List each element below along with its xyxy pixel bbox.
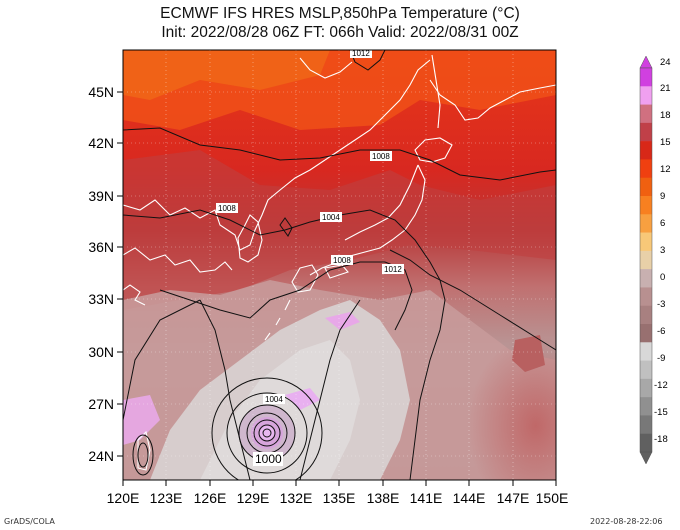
colorbar-label: -12 (654, 380, 668, 391)
lat-label: 45N (88, 84, 114, 100)
colorbar-label: -15 (654, 407, 668, 418)
isobar-label: 1012 (384, 265, 402, 274)
lon-label: 138E (367, 490, 400, 506)
map-title-line1: ECMWF IFS HRES MSLP,850hPa Temperature (… (160, 5, 520, 22)
colorbar-swatch (640, 269, 652, 288)
colorbar-swatch (640, 214, 652, 233)
colorbar (639, 55, 653, 465)
footer-credit: GrADS/COLA (4, 517, 55, 526)
colorbar-label: 12 (660, 164, 671, 175)
lat-label: 27N (88, 396, 114, 412)
isobar-labels: 1012 1008 1008 1004 1008 1012 1004 1000 (216, 48, 404, 466)
lat-label: 24N (88, 448, 114, 464)
colorbar-swatch (640, 250, 652, 270)
colorbar-swatch (640, 342, 652, 361)
colorbar-top-arrow (639, 55, 653, 69)
colorbar-swatch (640, 86, 652, 105)
colorbar-label: -3 (657, 299, 665, 310)
lon-label: 126E (194, 490, 227, 506)
colorbar-swatch (640, 360, 652, 380)
colorbar-swatch (640, 324, 652, 343)
lon-label: 141E (410, 490, 443, 506)
axis-ticks (117, 91, 557, 486)
isobar-contours (123, 50, 556, 480)
colorbar-swatch (640, 305, 652, 325)
colorbar-swatch (640, 141, 652, 160)
colorbar-swatch (640, 397, 652, 416)
colorbar-label: 6 (660, 218, 665, 229)
colorbar-swatch (640, 433, 652, 453)
colorbar-swatch (640, 159, 652, 179)
colorbar-swatch (640, 415, 652, 435)
colorbar-label: 15 (660, 137, 671, 148)
map-title-line2: Init: 2022/08/28 06Z FT: 066h Valid: 202… (161, 24, 519, 41)
lon-label: 129E (237, 490, 270, 506)
lat-label: 39N (88, 188, 114, 204)
colorbar-label: 3 (660, 245, 665, 256)
isobar-label: 1000 (255, 452, 282, 466)
colorbar-label: 24 (660, 57, 671, 68)
colorbar-labels: 24 21 18 15 12 9 6 3 0 -3 -6 -9 -12 -15 … (654, 57, 671, 445)
colorbar-label: 0 (660, 272, 665, 283)
colorbar-label: -9 (657, 353, 665, 364)
longitude-labels: 120E 123E 126E 129E 132E 135E 138E 141E … (107, 490, 569, 506)
colorbar-swatch (640, 104, 652, 124)
lat-label: 36N (88, 239, 114, 255)
temperature-shading (123, 50, 556, 480)
colorbar-swatch (640, 196, 652, 215)
colorbar-swatch (640, 68, 652, 87)
colorbar-label: 18 (660, 110, 671, 121)
isobar-label: 1008 (333, 256, 351, 265)
colorbar-swatch (640, 232, 652, 252)
colorbar-label: 9 (660, 191, 665, 202)
isobar-label: 1004 (322, 213, 340, 222)
lon-label: 132E (280, 490, 313, 506)
lat-label: 30N (88, 344, 114, 360)
colorbar-label: -18 (654, 434, 668, 445)
lat-label: 33N (88, 291, 114, 307)
lon-label: 120E (107, 490, 140, 506)
colorbar-swatch (640, 287, 652, 307)
colorbar-label: 21 (660, 83, 671, 94)
isobar-label: 1004 (265, 395, 283, 404)
footer-timestamp: 2022-08-28-22:06 (590, 517, 663, 526)
colorbar-swatch (640, 378, 652, 398)
isobar-label: 1012 (352, 49, 370, 58)
colorbar-swatch (640, 177, 652, 197)
lon-label: 123E (150, 490, 183, 506)
isobar-label: 1008 (372, 152, 390, 161)
coastlines (123, 54, 556, 471)
lon-label: 144E (453, 490, 486, 506)
colorbar-frame (639, 67, 653, 453)
latitude-labels: 45N 42N 39N 36N 33N 30N 27N 24N (88, 84, 114, 464)
colorbar-label: -6 (657, 326, 665, 337)
lat-label: 42N (88, 135, 114, 151)
lon-label: 147E (497, 490, 530, 506)
colorbar-bottom-arrow (639, 451, 653, 465)
lon-label: 150E (536, 490, 569, 506)
colorbar-swatch (640, 122, 652, 142)
isobar-label: 1008 (218, 204, 236, 213)
lon-label: 135E (323, 490, 356, 506)
